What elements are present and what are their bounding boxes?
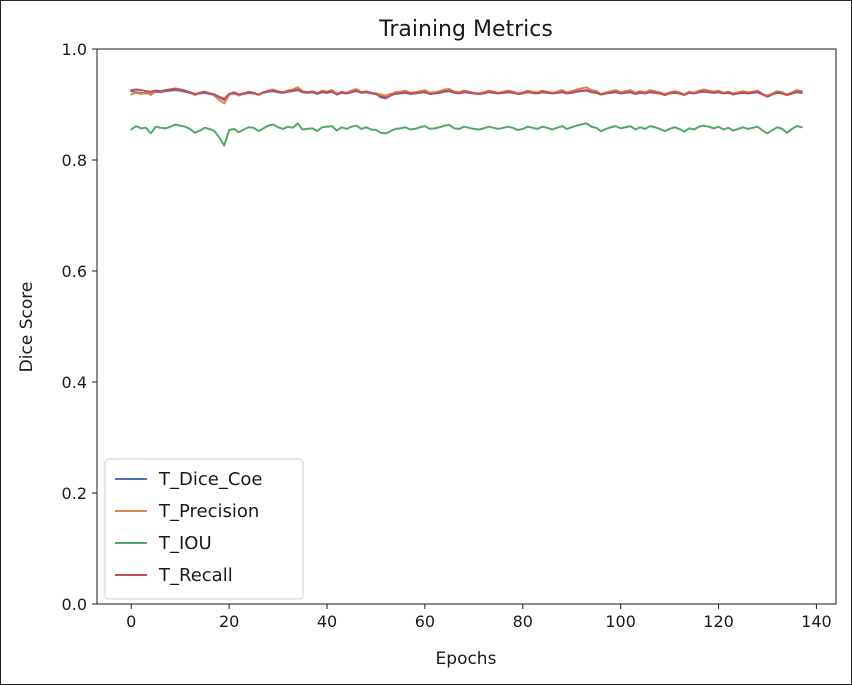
- x-tick-label: 140: [801, 612, 832, 631]
- x-tick-label: 40: [317, 612, 337, 631]
- legend-box: [104, 458, 304, 600]
- x-tick-label: 20: [219, 612, 239, 631]
- series-line-t-iou: [130, 122, 803, 147]
- series-line-t-recall: [130, 87, 803, 100]
- y-tick-label: 0.4: [62, 373, 87, 392]
- x-tick-label: 100: [605, 612, 636, 631]
- x-tick-label: 0: [126, 612, 136, 631]
- y-tick-label: 0.2: [62, 484, 87, 503]
- plot-area: [130, 86, 803, 147]
- legend: T_Dice_Coe T_Precision T_IOU T_Recall: [104, 458, 304, 600]
- y-axis: 0.0 0.2 0.4 0.6 0.8 1.0: [62, 40, 97, 614]
- legend-label: T_Recall: [158, 565, 233, 586]
- y-tick-label: 0.8: [62, 151, 87, 170]
- legend-label: T_IOU: [158, 533, 212, 554]
- chart-title: Training Metrics: [378, 17, 553, 42]
- series-line-t-precision: [130, 86, 803, 105]
- axes-frame: [96, 48, 837, 605]
- y-tick-label: 0.0: [62, 595, 87, 614]
- y-tick-label: 1.0: [62, 40, 87, 59]
- y-tick-label: 0.6: [62, 262, 87, 281]
- x-tick-label: 60: [415, 612, 435, 631]
- x-tick-label: 120: [703, 612, 734, 631]
- y-axis-label: Dice Score: [17, 282, 37, 373]
- legend-label: T_Dice_Coe: [158, 469, 262, 490]
- x-axis-label: Epochs: [436, 649, 497, 669]
- x-axis: 0 20 40 60 80 100 120 140: [126, 604, 832, 631]
- legend-label: T_Precision: [158, 501, 259, 522]
- x-tick-label: 80: [513, 612, 533, 631]
